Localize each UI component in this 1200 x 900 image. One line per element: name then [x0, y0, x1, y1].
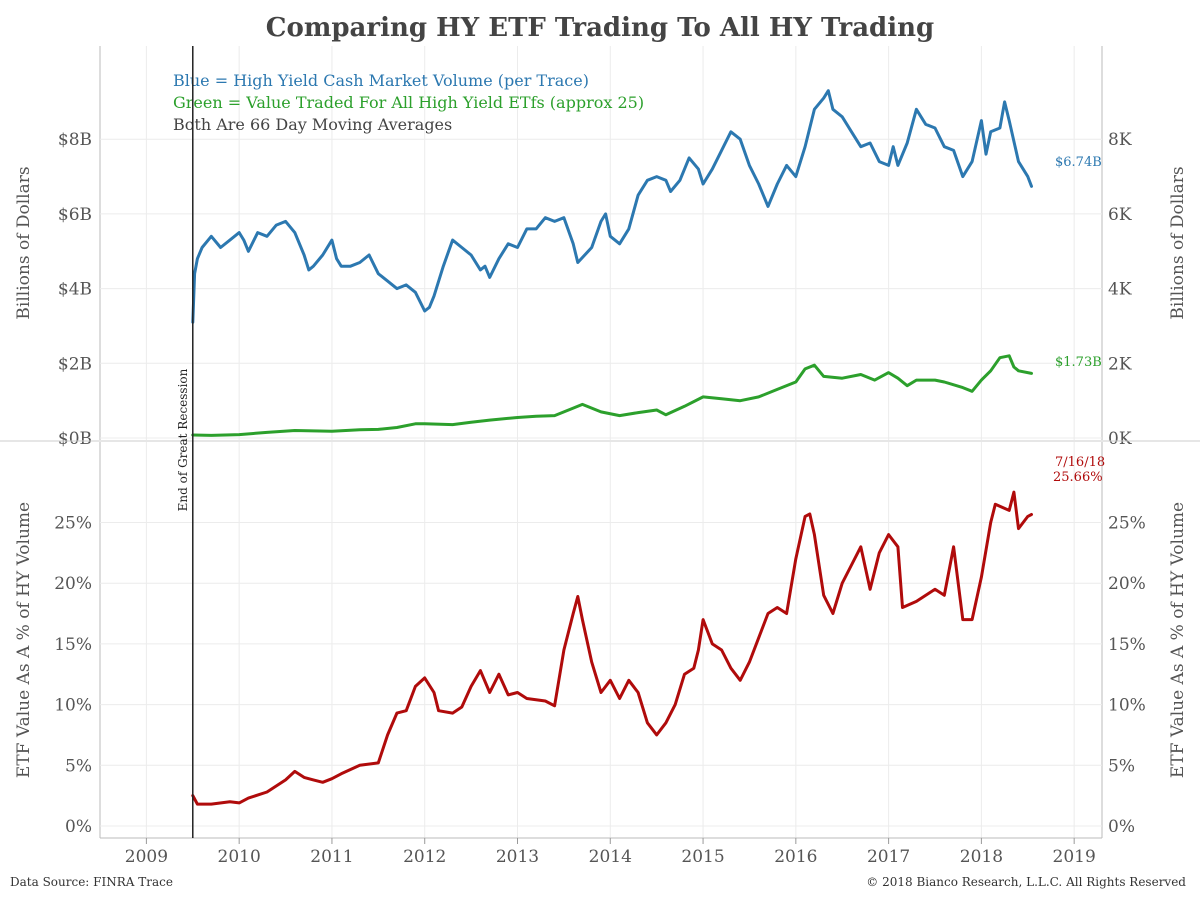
- top-left-tick-label: $6B: [58, 205, 92, 225]
- legend-line-2: Green = Value Traded For All High Yield …: [173, 93, 644, 112]
- annotations: $6.74B $1.73B 7/16/18 25.66% End of Grea…: [176, 46, 1105, 838]
- x-tick-label: 2013: [496, 847, 539, 867]
- x-tick-label: 2015: [681, 847, 724, 867]
- bottom-right-tick-label: 15%: [1108, 635, 1146, 655]
- bottom-left-tick-label: 15%: [54, 635, 92, 655]
- series-line-hy_cash: [191, 89, 1033, 324]
- top-left-tick-label: $4B: [58, 280, 92, 300]
- footer-source: Data Source: FINRA Trace: [10, 875, 173, 889]
- chart-title: Comparing HY ETF Trading To All HY Tradi…: [266, 13, 934, 43]
- bottom-panel: 0% 5% 10% 15% 20% 25% 0% 5% 10% 15% 20% 25% ETF Valu…: [14, 442, 1188, 838]
- top-left-tick-label: $0B: [58, 429, 92, 449]
- x-tick-label: 2016: [774, 847, 817, 867]
- red-end-date-label: 7/16/18: [1055, 455, 1105, 470]
- x-tick-label: 2012: [403, 847, 446, 867]
- bottom-right-tick-label: 10%: [1108, 696, 1146, 716]
- x-tick-label: 2011: [310, 847, 353, 867]
- top-right-axis-title: Billions of Dollars: [1168, 166, 1188, 319]
- bottom-right-tick-label: 25%: [1108, 513, 1146, 533]
- top-left-axis-title: Billions of Dollars: [14, 166, 34, 319]
- bottom-right-tick-label: 5%: [1108, 756, 1135, 776]
- top-right-tick-label: 6K: [1108, 205, 1132, 225]
- bottom-left-tick-label: 25%: [54, 513, 92, 533]
- x-axis: 2009 2010 2011 2012 2013 2014 2015 2016 2017 2018…: [0, 440, 1200, 867]
- bottom-left-tick-label: 0%: [65, 817, 92, 837]
- blue-end-label: $6.74B: [1055, 155, 1102, 170]
- bottom-right-tick-label: 20%: [1108, 574, 1146, 594]
- x-tick-label: 2010: [218, 847, 261, 867]
- top-right-tick-label: 4K: [1108, 280, 1132, 300]
- bottom-left-tick-label: 5%: [65, 756, 92, 776]
- top-left-tick-label: $8B: [58, 130, 92, 150]
- bottom-left-axis-title: ETF Value As A % of HY Volume: [14, 502, 34, 778]
- legend-line-1: Blue = High Yield Cash Market Volume (pe…: [173, 71, 589, 90]
- red-end-value-label: 25.66%: [1053, 470, 1103, 485]
- x-tick-label: 2017: [867, 847, 910, 867]
- series-line-hy_etf: [191, 354, 1033, 437]
- x-tick-label: 2014: [589, 847, 632, 867]
- x-tick-label: 2009: [125, 847, 168, 867]
- legend-line-3: Both Are 66 Day Moving Averages: [173, 115, 452, 134]
- top-right-tick-label: 2K: [1108, 354, 1132, 374]
- bottom-right-tick-label: 0%: [1108, 817, 1135, 837]
- series-line-ratio: [191, 490, 1033, 806]
- footer-copyright: © 2018 Bianco Research, L.L.C. All Right…: [866, 875, 1186, 889]
- bottom-left-tick-label: 10%: [54, 696, 92, 716]
- x-tick-label: 2018: [960, 847, 1003, 867]
- legend: Blue = High Yield Cash Market Volume (pe…: [173, 71, 644, 134]
- bottom-right-axis-title: ETF Value As A % of HY Volume: [1168, 502, 1188, 778]
- green-end-label: $1.73B: [1055, 355, 1102, 370]
- recession-label: End of Great Recession: [176, 368, 190, 511]
- top-panel: $0B $2B $4B $6B $8B 0K 2K 4K 6K 8K Billions of Dol…: [14, 46, 1188, 449]
- bottom-left-tick-label: 20%: [54, 574, 92, 594]
- top-left-tick-label: $2B: [58, 354, 92, 374]
- top-right-tick-label: 8K: [1108, 130, 1132, 150]
- top-right-tick-label: 0K: [1108, 429, 1132, 449]
- x-tick-label: 2019: [1053, 847, 1096, 867]
